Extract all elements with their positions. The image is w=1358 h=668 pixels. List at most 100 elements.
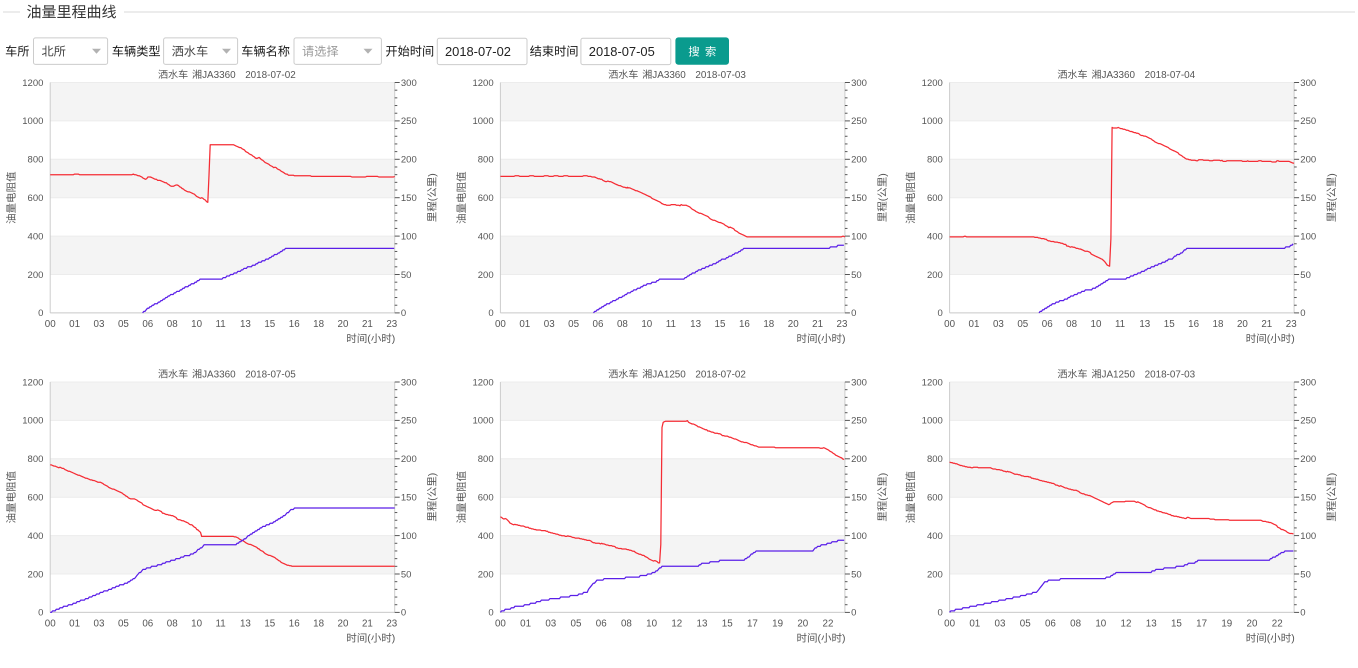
svg-text:200: 200 (28, 569, 44, 580)
svg-text:400: 400 (478, 531, 494, 542)
svg-text:13: 13 (697, 619, 708, 630)
svg-text:): ) (877, 173, 889, 177)
svg-text:100: 100 (1300, 531, 1316, 542)
svg-text:08: 08 (621, 619, 632, 630)
svg-text:19: 19 (1221, 619, 1232, 630)
svg-text:08: 08 (1070, 619, 1081, 630)
svg-text:1000: 1000 (472, 116, 493, 127)
svg-text:): ) (842, 333, 846, 345)
svg-text:): ) (427, 173, 439, 177)
svg-text:18: 18 (763, 319, 774, 330)
svg-text:800: 800 (927, 155, 943, 166)
svg-text:00: 00 (45, 619, 56, 630)
svg-text:JA1250: JA1250 (652, 370, 686, 381)
svg-text:50: 50 (851, 569, 862, 580)
svg-text:13: 13 (1139, 319, 1150, 330)
svg-text:600: 600 (28, 193, 44, 204)
svg-text:1200: 1200 (472, 377, 493, 388)
svg-text:300: 300 (851, 78, 867, 89)
svg-text:19: 19 (772, 619, 783, 630)
svg-text:800: 800 (927, 454, 943, 465)
svg-text:(: ( (1326, 497, 1338, 501)
svg-text:11: 11 (216, 319, 226, 330)
svg-text:100: 100 (851, 531, 867, 542)
svg-text:1200: 1200 (922, 377, 943, 388)
svg-text:13: 13 (1146, 619, 1157, 630)
svg-text:JA3360: JA3360 (202, 370, 236, 381)
svg-text:200: 200 (401, 155, 417, 166)
svg-text:150: 150 (851, 493, 867, 504)
svg-text:0: 0 (401, 608, 406, 619)
svg-text:200: 200 (28, 270, 44, 281)
svg-text:11: 11 (1115, 319, 1125, 330)
svg-text:13: 13 (240, 319, 251, 330)
svg-text:01: 01 (969, 319, 980, 330)
svg-text:250: 250 (1300, 116, 1316, 127)
svg-text:2018-07-02: 2018-07-02 (245, 70, 296, 81)
svg-text:06: 06 (1045, 619, 1056, 630)
svg-text:2018-07-02: 2018-07-02 (445, 44, 511, 59)
svg-text:150: 150 (851, 193, 867, 204)
svg-text:08: 08 (1066, 319, 1077, 330)
svg-text:06: 06 (142, 619, 153, 630)
svg-text:JA3360: JA3360 (1102, 70, 1136, 81)
svg-text:13: 13 (240, 619, 251, 630)
svg-text:11: 11 (666, 319, 676, 330)
svg-text:01: 01 (520, 619, 531, 630)
svg-text:15: 15 (722, 619, 733, 630)
svg-text:(: ( (818, 333, 822, 345)
svg-text:16: 16 (289, 619, 300, 630)
svg-text:200: 200 (851, 454, 867, 465)
svg-text:): ) (427, 473, 439, 477)
svg-text:150: 150 (401, 193, 417, 204)
svg-text:00: 00 (944, 619, 955, 630)
svg-text:10: 10 (1095, 619, 1106, 630)
svg-text:16: 16 (739, 319, 750, 330)
svg-text:03: 03 (545, 619, 556, 630)
svg-text:06: 06 (596, 619, 607, 630)
svg-text:150: 150 (1300, 493, 1316, 504)
svg-text:(: ( (1267, 633, 1271, 645)
svg-text:(: ( (427, 497, 439, 501)
svg-text:16: 16 (289, 319, 300, 330)
svg-text:(: ( (1326, 197, 1338, 201)
svg-text:1200: 1200 (22, 377, 43, 388)
svg-text:10: 10 (1091, 319, 1102, 330)
svg-text:): ) (392, 333, 396, 345)
svg-text:05: 05 (568, 319, 579, 330)
svg-text:100: 100 (851, 231, 867, 242)
svg-text:800: 800 (478, 454, 494, 465)
svg-text:300: 300 (1300, 377, 1316, 388)
svg-text:13: 13 (690, 319, 701, 330)
svg-text:400: 400 (927, 531, 943, 542)
svg-text:): ) (877, 473, 889, 477)
svg-text:1000: 1000 (22, 116, 43, 127)
svg-text:20: 20 (797, 619, 808, 630)
svg-text:03: 03 (544, 319, 555, 330)
svg-text:150: 150 (1300, 193, 1316, 204)
svg-text:21: 21 (812, 319, 823, 330)
svg-text:20: 20 (338, 319, 349, 330)
svg-text:16: 16 (1188, 319, 1199, 330)
svg-text:01: 01 (69, 319, 80, 330)
svg-text:23: 23 (1286, 319, 1297, 330)
svg-text:50: 50 (401, 270, 412, 281)
svg-text:15: 15 (1164, 319, 1175, 330)
svg-text:05: 05 (118, 619, 129, 630)
svg-text:250: 250 (401, 116, 417, 127)
svg-text:250: 250 (401, 416, 417, 427)
svg-text:00: 00 (944, 319, 955, 330)
svg-text:300: 300 (1300, 78, 1316, 89)
svg-text:150: 150 (401, 493, 417, 504)
svg-text:21: 21 (1261, 319, 1272, 330)
svg-text:08: 08 (167, 619, 178, 630)
svg-text:05: 05 (1020, 619, 1031, 630)
svg-text:100: 100 (1300, 231, 1316, 242)
svg-text:1000: 1000 (22, 416, 43, 427)
svg-text:(: ( (877, 197, 889, 201)
svg-text:(: ( (367, 633, 371, 645)
svg-text:10: 10 (191, 619, 202, 630)
svg-text:800: 800 (478, 155, 494, 166)
svg-text:15: 15 (264, 319, 275, 330)
svg-text:0: 0 (38, 608, 43, 619)
